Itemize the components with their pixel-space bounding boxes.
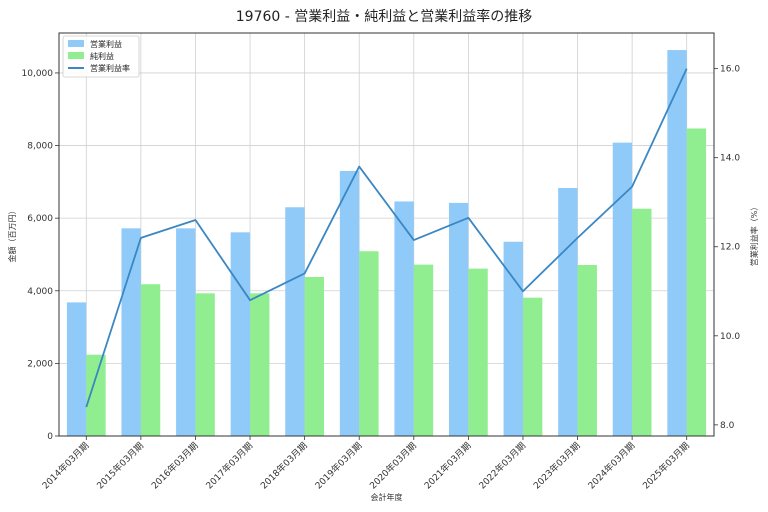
bar-net-profit bbox=[577, 264, 597, 436]
y2-axis-ticks: 8.0 10.0 12.0 14.0 16.0 bbox=[714, 65, 740, 431]
y2-tick-label: 12.0 bbox=[720, 243, 740, 253]
y2-tick-label: 16.0 bbox=[720, 65, 740, 75]
bar-operating-profit bbox=[394, 201, 414, 436]
y-tick-label: 10,000 bbox=[22, 69, 54, 79]
bar-net-profit bbox=[86, 354, 106, 436]
y2-axis-label: 営業利益率（%） bbox=[749, 203, 759, 267]
x-tick-label: 2017年03月期 bbox=[203, 440, 255, 492]
bar-operating-profit bbox=[285, 207, 305, 436]
bar-operating-profit bbox=[339, 170, 360, 436]
x-tick-label: 2020年03月期 bbox=[367, 440, 419, 492]
y-tick-label: 4,000 bbox=[27, 287, 53, 297]
bar-net-profit bbox=[140, 284, 161, 436]
bar-operating-profit bbox=[558, 188, 578, 436]
bar-operating-profit bbox=[230, 232, 251, 436]
x-tick-label: 2025年03月期 bbox=[640, 440, 692, 492]
bar-net-profit bbox=[195, 293, 215, 436]
bar-net-profit bbox=[468, 268, 488, 436]
margin-line bbox=[85, 68, 688, 408]
bar-net-profit bbox=[304, 276, 325, 436]
x-axis-ticks: 2014年03月期 2015年03月期 2016年03月期 2017年03月期 2018… bbox=[40, 436, 692, 492]
x-tick-label: 2014年03月期 bbox=[40, 440, 92, 492]
x-tick-label: 2021年03月期 bbox=[422, 440, 474, 492]
bars bbox=[66, 50, 707, 436]
legend-swatch-net-profit bbox=[68, 52, 84, 59]
x-tick-label: 2018年03月期 bbox=[258, 440, 310, 492]
legend-label-margin: 営業利益率 bbox=[90, 63, 130, 73]
y-axis-ticks: 0 2,000 4,000 6,000 8,000 10,000 bbox=[22, 69, 59, 442]
bar-operating-profit bbox=[667, 50, 687, 436]
x-tick-label: 2016年03月期 bbox=[149, 440, 201, 492]
y-tick-label: 2,000 bbox=[27, 359, 53, 369]
bar-operating-profit bbox=[612, 142, 633, 436]
y2-tick-label: 10.0 bbox=[720, 332, 740, 342]
x-tick-label: 2022年03月期 bbox=[476, 440, 528, 492]
x-tick-label: 2019年03月期 bbox=[312, 440, 364, 492]
y2-tick-label: 8.0 bbox=[720, 421, 735, 431]
bar-net-profit bbox=[632, 208, 652, 436]
plot-frame bbox=[58, 32, 715, 437]
y-tick-label: 0 bbox=[47, 432, 53, 442]
bar-operating-profit bbox=[121, 228, 141, 436]
x-tick-label: 2024年03月期 bbox=[585, 440, 637, 492]
x-tick-label: 2015年03月期 bbox=[94, 440, 146, 492]
bar-net-profit bbox=[359, 251, 379, 436]
bar-net-profit bbox=[413, 264, 434, 436]
line-operating-margin bbox=[85, 68, 688, 408]
chart-title: 19760 - 営業利益・純利益と営業利益率の推移 bbox=[236, 8, 533, 25]
y-tick-label: 8,000 bbox=[27, 142, 53, 152]
bar-operating-profit bbox=[448, 202, 469, 436]
legend: 営業利益 純利益 営業利益率 bbox=[62, 35, 140, 78]
legend-label-net-profit: 純利益 bbox=[90, 51, 114, 61]
legend-label-operating-profit: 営業利益 bbox=[90, 39, 122, 49]
bar-net-profit bbox=[250, 293, 270, 436]
bar-operating-profit bbox=[66, 302, 87, 436]
bar-net-profit bbox=[686, 128, 707, 436]
y-axis-label: 金額（百万円） bbox=[7, 207, 17, 263]
bar-operating-profit bbox=[176, 228, 196, 436]
y2-tick-label: 14.0 bbox=[720, 154, 740, 164]
bar-net-profit bbox=[522, 297, 543, 436]
x-axis-label: 会計年度 bbox=[371, 492, 403, 502]
x-tick-label: 2023年03月期 bbox=[531, 440, 583, 492]
y-tick-label: 6,000 bbox=[27, 214, 53, 224]
legend-swatch-operating-profit bbox=[68, 40, 84, 47]
bar-operating-profit bbox=[503, 241, 523, 436]
